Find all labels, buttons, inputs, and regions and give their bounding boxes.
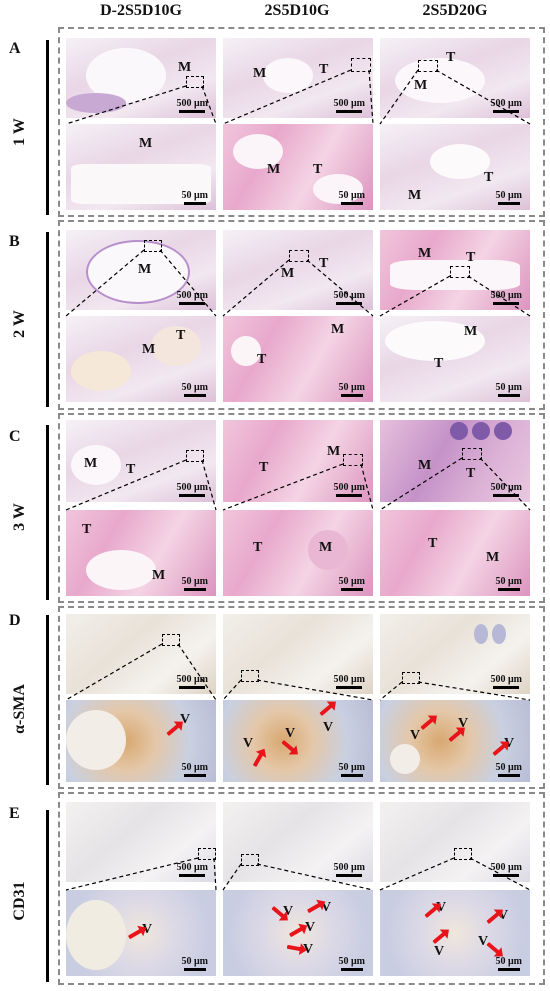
micrograph-d1-bottom: V 50 μm bbox=[66, 700, 216, 782]
micrograph-c2-bottom: T M 50 μm bbox=[223, 510, 373, 596]
micrograph-a2-bottom: M T 50 μm bbox=[223, 124, 373, 210]
row-letter-b: B bbox=[9, 233, 20, 250]
row-letter-d: D bbox=[9, 612, 21, 629]
row-letter-c: C bbox=[9, 428, 21, 445]
micrograph-a2-top: M T 500 μm bbox=[223, 38, 373, 118]
row-label-b: 2 W bbox=[11, 310, 28, 338]
micrograph-e3-bottom: V V V V 50 μm bbox=[380, 890, 530, 976]
row-label-a: 1 W bbox=[11, 118, 28, 146]
micrograph-b1-top: M 500 μm bbox=[66, 230, 216, 310]
micrograph-b3-bottom: M T 50 μm bbox=[380, 316, 530, 402]
micrograph-b2-top: M T 500 μm bbox=[223, 230, 373, 310]
row-label-e: CD31 bbox=[11, 881, 28, 921]
group-box-b bbox=[58, 220, 545, 410]
micrograph-c3-bottom: T M 50 μm bbox=[380, 510, 530, 596]
column-header-3: 2S5D20G bbox=[422, 2, 488, 19]
row-label-c: 3 W bbox=[11, 503, 28, 531]
micrograph-b1-bottom: M T 50 μm bbox=[66, 316, 216, 402]
micrograph-d2-bottom: V V V 50 μm bbox=[223, 700, 373, 782]
micrograph-c2-top: T M 500 μm bbox=[223, 420, 373, 502]
micrograph-a1-bottom: M 50 μm bbox=[66, 124, 216, 210]
micrograph-b2-bottom: M T 50 μm bbox=[223, 316, 373, 402]
row-bar-c bbox=[46, 425, 49, 600]
micrograph-d1-top: 500 μm bbox=[66, 614, 216, 694]
micrograph-a1-top: M 500 μm bbox=[66, 38, 216, 118]
micrograph-e2-top: 500 μm bbox=[223, 802, 373, 882]
row-bar-b bbox=[46, 232, 49, 407]
group-box-e bbox=[58, 792, 545, 985]
row-bar-a bbox=[46, 40, 49, 215]
micrograph-e1-top: 500 μm bbox=[66, 802, 216, 882]
column-header-2: 2S5D10G bbox=[264, 2, 330, 19]
micrograph-e1-bottom: V 50 μm bbox=[66, 890, 216, 976]
row-bar-d bbox=[46, 615, 49, 785]
row-label-d: α-SMA bbox=[11, 684, 28, 734]
micrograph-d3-top: 500 μm bbox=[380, 614, 530, 694]
micrograph-e3-top: 500 μm bbox=[380, 802, 530, 882]
micrograph-d2-top: 500 μm bbox=[223, 614, 373, 694]
micrograph-e2-bottom: V V V V 50 μm bbox=[223, 890, 373, 976]
row-letter-a: A bbox=[9, 40, 21, 57]
micrograph-d3-bottom: V V V 50 μm bbox=[380, 700, 530, 782]
group-box-c bbox=[58, 413, 545, 603]
group-box-d bbox=[58, 606, 545, 789]
micrograph-a3-bottom: T M 50 μm bbox=[380, 124, 530, 210]
group-box-a bbox=[58, 27, 545, 217]
row-letter-e: E bbox=[9, 805, 20, 822]
micrograph-c1-top: M T 500 μm bbox=[66, 420, 216, 502]
micrograph-c3-top: M T 500 μm bbox=[380, 420, 530, 502]
micrograph-a3-top: T M 500 μm bbox=[380, 38, 530, 118]
row-bar-e bbox=[46, 810, 49, 982]
column-header-1: D-2S5D10G bbox=[100, 2, 182, 19]
micrograph-b3-top: M T 500 μm bbox=[380, 230, 530, 310]
micrograph-c1-bottom: T M 50 μm bbox=[66, 510, 216, 596]
